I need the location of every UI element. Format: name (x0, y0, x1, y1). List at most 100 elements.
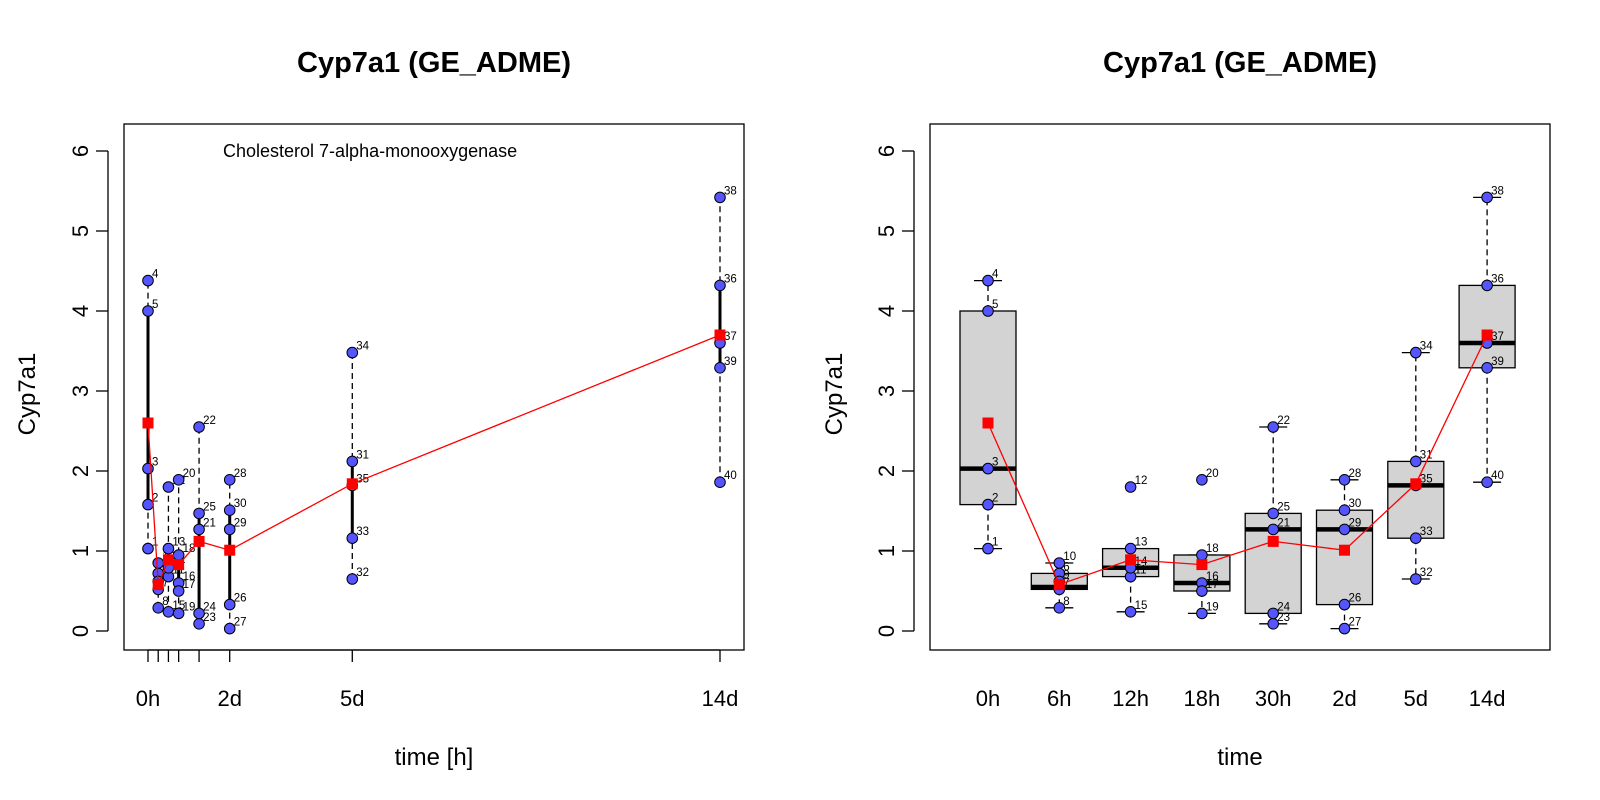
left-x-axis-label: time [h] (395, 744, 474, 771)
data-point (1481, 279, 1493, 292)
point-id-label: 24 (1277, 601, 1290, 613)
y-tick-label: 3 (68, 385, 93, 397)
point-id-label: 10 (1063, 551, 1076, 563)
data-point (223, 523, 236, 536)
data-point (162, 542, 175, 555)
point-id-label: 15 (1135, 600, 1148, 612)
x-category-label: 30h (1255, 686, 1292, 711)
point-id-label: 30 (234, 498, 247, 510)
point-id-label: 27 (1349, 617, 1362, 629)
point-id-label: 21 (203, 517, 216, 529)
data-point (1124, 542, 1137, 555)
point-id-label: 40 (1491, 470, 1504, 482)
data-point (346, 346, 359, 359)
data-point (1481, 191, 1493, 204)
left-x-axis: 0h 2d 5d 14d (136, 649, 739, 711)
point-id-label: 27 (234, 617, 247, 629)
data-point (1267, 421, 1279, 433)
x-category-label: 12h (1112, 686, 1149, 711)
x-tick-label: 14d (702, 686, 739, 711)
point-id-label: 4 (992, 269, 999, 281)
data-point (193, 507, 205, 520)
x-category-label: 0h (976, 686, 1000, 711)
y-tick-label: 6 (874, 145, 899, 157)
point-id-label: 5 (152, 299, 158, 311)
right-x-axis-label: time (1217, 744, 1262, 771)
mean-marker (1267, 535, 1279, 547)
y-tick-label: 3 (874, 385, 899, 397)
data-point (193, 607, 205, 620)
point-id-label: 36 (724, 273, 737, 285)
point-id-label: 2 (152, 493, 158, 505)
data-point (1338, 504, 1351, 517)
y-tick-label: 1 (874, 545, 899, 557)
mean-marker (162, 554, 174, 566)
point-id-label: 25 (203, 501, 216, 513)
mean-marker (152, 579, 164, 591)
point-id-label: 8 (162, 596, 168, 608)
y-tick-label: 5 (874, 225, 899, 237)
data-point (346, 532, 359, 545)
data-point (982, 498, 994, 511)
mean-marker (1053, 579, 1065, 591)
point-id-label: 8 (1063, 596, 1069, 608)
data-point (1196, 607, 1208, 620)
data-point (1267, 523, 1279, 536)
data-point (714, 476, 726, 489)
point-id-label: 40 (724, 470, 737, 482)
point-id-label: 6 (1063, 561, 1069, 573)
data-point (1124, 481, 1137, 493)
left-chart-title: Cyp7a1 (GE_ADME) (297, 47, 571, 79)
point-id-label: 32 (1420, 567, 1433, 579)
point-id-label: 4 (152, 269, 159, 281)
data-point (714, 191, 726, 204)
mean-marker (714, 329, 726, 341)
protein-name-annotation: Cholesterol 7-alpha-monooxygenase (223, 141, 517, 161)
data-point (1196, 474, 1208, 486)
data-point (982, 542, 994, 555)
point-id-label: 31 (356, 449, 369, 461)
mean-line (987, 334, 1488, 586)
y-tick-label: 0 (874, 625, 899, 637)
data-point (1410, 455, 1422, 468)
y-tick-label: 2 (68, 465, 93, 477)
point-id-label: 18 (1206, 543, 1219, 555)
x-category-label: 5d (1404, 686, 1428, 711)
mean-marker (1125, 554, 1137, 566)
right-plot-frame (929, 123, 1551, 651)
mean-marker (142, 417, 154, 429)
point-id-label: 3 (992, 457, 998, 469)
point-id-label: 21 (1277, 517, 1290, 529)
point-id-label: 13 (1135, 537, 1148, 549)
point-id-label: 32 (356, 567, 369, 579)
point-id-label: 7 (162, 577, 168, 589)
data-point (1267, 507, 1279, 520)
data-point (223, 474, 236, 486)
data-point (346, 573, 359, 585)
data-point (1338, 474, 1351, 486)
mean-marker (173, 559, 185, 571)
left-time-course-panel: Cyp7a1 (GE_ADME) time [h] Cyp7a1 Cholest… (14, 47, 745, 771)
right-chart-title: Cyp7a1 (GE_ADME) (1103, 47, 1377, 79)
point-id-label: 19 (1206, 601, 1219, 613)
point-id-label: 16 (1206, 571, 1219, 583)
data-point (142, 542, 154, 555)
point-id-label: 1 (992, 537, 998, 549)
point-id-label: 22 (1277, 415, 1290, 427)
point-id-label: 28 (234, 468, 247, 480)
data-point (714, 279, 726, 292)
point-id-label: 23 (203, 612, 216, 624)
left-data-marks: 1234567891011121314151617181920212223242… (142, 185, 737, 635)
left-y-axis: 0 1 2 3 4 5 6 (68, 145, 109, 637)
y-tick-label: 2 (874, 465, 899, 477)
data-point (1338, 523, 1351, 536)
data-point (346, 455, 359, 468)
point-id-label: 12 (1135, 475, 1148, 487)
mean-marker (982, 417, 994, 429)
data-point (1338, 598, 1351, 611)
point-id-label: 24 (203, 601, 216, 613)
point-id-label: 3 (152, 457, 158, 469)
point-id-label: 23 (1277, 612, 1290, 624)
point-id-label: 39 (1491, 356, 1504, 368)
